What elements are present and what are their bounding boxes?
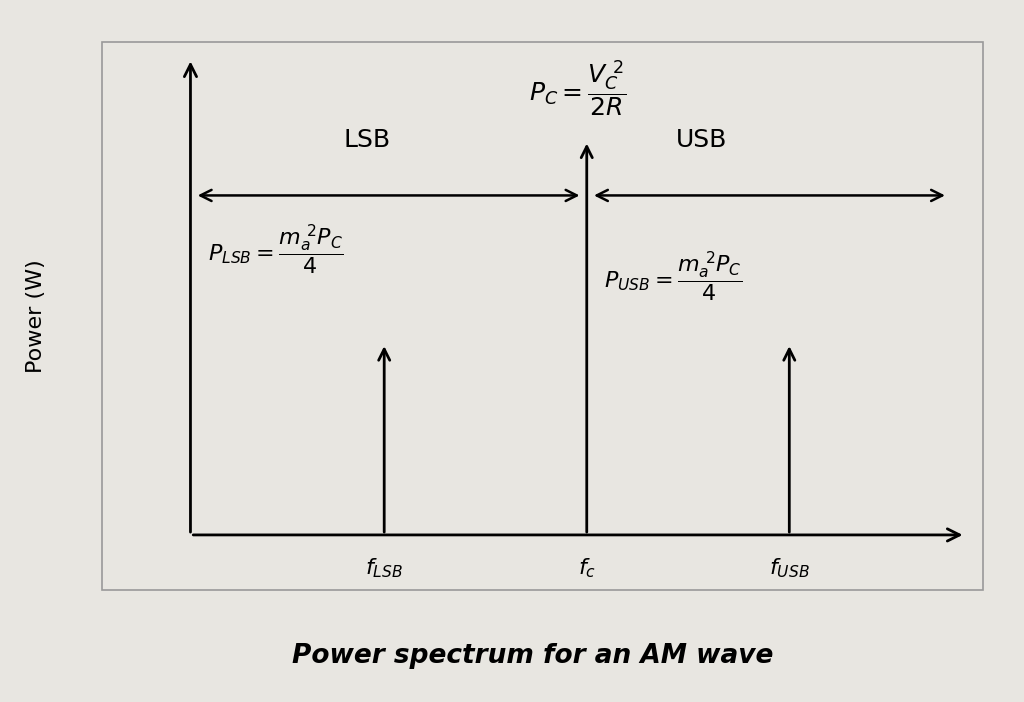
Text: $f_{LSB}$: $f_{LSB}$ (366, 557, 403, 581)
Text: $f_{USB}$: $f_{USB}$ (769, 557, 810, 581)
Text: $P_{LSB} = \dfrac{m_a^{\ 2}P_C}{4}$: $P_{LSB} = \dfrac{m_a^{\ 2}P_C}{4}$ (208, 223, 344, 277)
Text: Power spectrum for an AM wave: Power spectrum for an AM wave (292, 643, 773, 670)
Text: Power (W): Power (W) (26, 259, 46, 373)
Text: $f_c$: $f_c$ (578, 557, 596, 581)
Text: USB: USB (676, 128, 727, 152)
Text: $P_{USB} = \dfrac{m_a^{\ 2}P_C}{4}$: $P_{USB} = \dfrac{m_a^{\ 2}P_C}{4}$ (604, 250, 742, 305)
Text: LSB: LSB (343, 128, 390, 152)
Text: $P_C = \dfrac{V_C^{\ 2}}{2R}$: $P_C = \dfrac{V_C^{\ 2}}{2R}$ (529, 58, 627, 119)
